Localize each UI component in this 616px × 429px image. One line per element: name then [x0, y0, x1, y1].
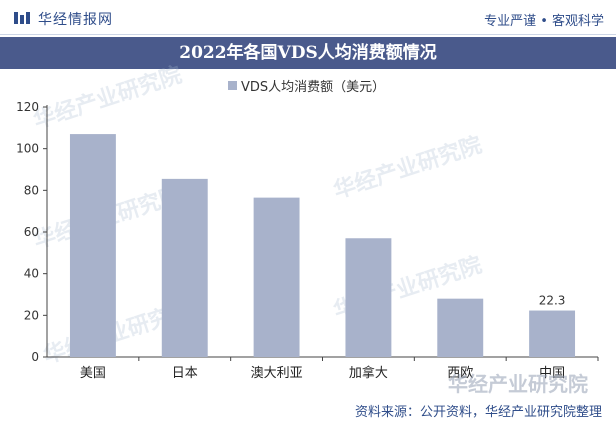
- legend-label: VDS人均消费额（美元）: [241, 79, 386, 95]
- y-tick-label: 100: [16, 142, 39, 156]
- y-tick-label: 60: [24, 225, 39, 239]
- y-tick-label: 80: [24, 183, 39, 197]
- y-tick-label: 20: [24, 308, 39, 322]
- bottom-watermark: 华经产业研究院: [448, 372, 588, 396]
- chart-legend: VDS人均消费额（美元）: [228, 76, 386, 95]
- logo-icon: [14, 12, 30, 24]
- x-tick-label: 中国: [539, 366, 565, 381]
- source-note: 资料来源：公开资料，华经产业研究院整理: [354, 405, 602, 420]
- x-tick-label: 加拿大: [349, 365, 388, 381]
- x-tick-label: 澳大利亚: [251, 365, 303, 381]
- y-tick-label: 40: [24, 267, 39, 281]
- header-bar: 华经情报网 专业严谨 • 客观科学: [0, 0, 616, 35]
- x-tick-label: 西欧: [447, 366, 473, 381]
- bar: [345, 238, 392, 357]
- bar: [437, 298, 484, 357]
- data-label: 22.3: [539, 294, 566, 308]
- header-slogan: 专业严谨 • 客观科学: [484, 14, 604, 29]
- legend-swatch: [228, 80, 237, 90]
- chart-title: 2022年各国VDS人均消费额情况: [179, 43, 437, 63]
- y-tick-label: 120: [16, 100, 39, 114]
- title-band: 2022年各国VDS人均消费额情况: [0, 37, 616, 69]
- brand-name: 华经情报网: [38, 12, 113, 28]
- bar: [69, 134, 116, 357]
- x-tick-label: 日本: [172, 366, 198, 381]
- y-tick-label: 0: [31, 350, 39, 364]
- x-tick-label: 美国: [80, 366, 106, 381]
- bar: [161, 178, 208, 357]
- bar: [253, 197, 300, 357]
- bar: [529, 310, 576, 357]
